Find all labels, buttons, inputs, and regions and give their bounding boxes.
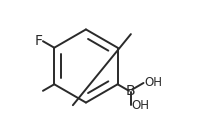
Text: B: B (126, 84, 136, 98)
Text: OH: OH (132, 99, 150, 112)
Text: OH: OH (144, 76, 162, 89)
Text: F: F (34, 34, 42, 48)
